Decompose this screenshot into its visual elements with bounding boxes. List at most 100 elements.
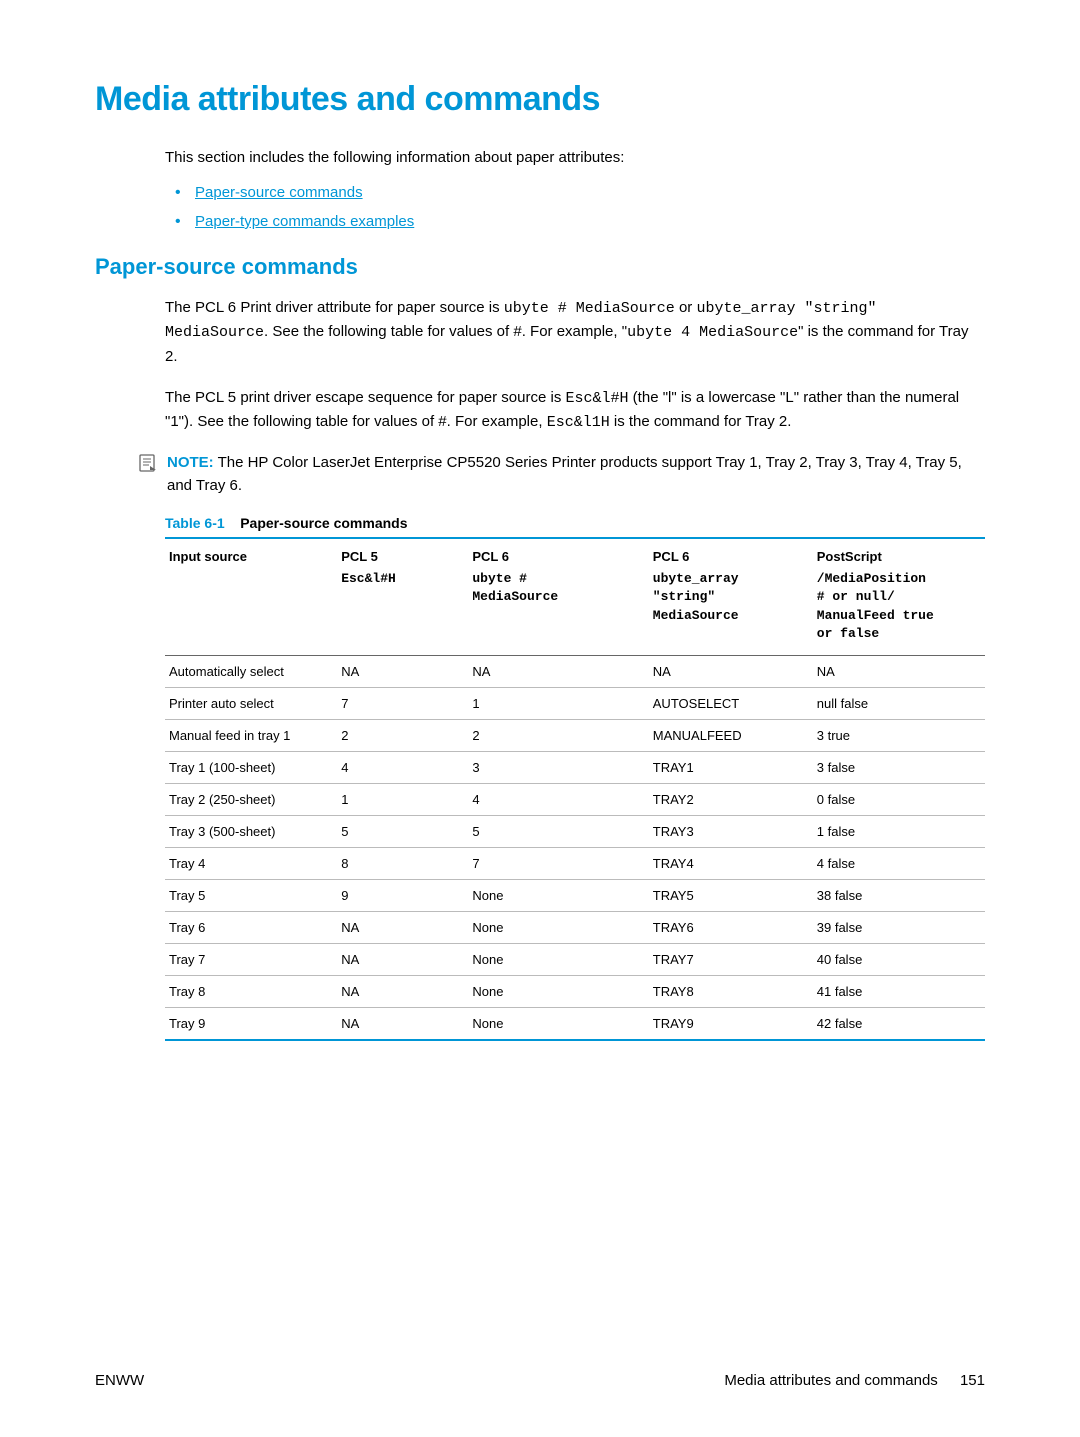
table-cell: NA (649, 656, 813, 688)
main-heading: Media attributes and commands (95, 80, 985, 119)
table-cell: MANUALFEED (649, 720, 813, 752)
code-inline: Esc&l#H (566, 390, 629, 407)
table-cell: 3 (468, 752, 648, 784)
table-cell: NA (813, 656, 985, 688)
code-inline: ubyte # MediaSource (504, 300, 675, 317)
paper-source-commands-link[interactable]: Paper-source commands (195, 184, 363, 201)
table-cell: Tray 7 (165, 944, 337, 976)
table-cell: None (468, 912, 648, 944)
table-row: Automatically selectNANANANA (165, 656, 985, 688)
table-title: Paper-source commands (240, 515, 407, 531)
table-row: Manual feed in tray 122MANUALFEED3 true (165, 720, 985, 752)
table-cell: 5 (337, 816, 468, 848)
col-header-pcl6a: PCL 6 (468, 538, 648, 568)
list-item: Paper-source commands (165, 184, 985, 201)
page-container: Media attributes and commands This secti… (0, 0, 1080, 1437)
table-cell: Tray 2 (250-sheet) (165, 784, 337, 816)
table-cell: 3 true (813, 720, 985, 752)
paragraph-2: The PCL 5 print driver escape sequence f… (165, 386, 985, 435)
table-cell: 40 false (813, 944, 985, 976)
table-cell: Tray 4 (165, 848, 337, 880)
intro-paragraph: This section includes the following info… (165, 147, 985, 168)
text: is the command for Tray 2. (610, 413, 792, 430)
col-subheader (165, 568, 337, 655)
table-section: Table 6-1 Paper-source commands Input so… (165, 515, 985, 1041)
col-subheader: ubyte_array"string"MediaSource (649, 568, 813, 655)
table-cell: TRAY5 (649, 880, 813, 912)
text: The PCL 5 print driver escape sequence f… (165, 389, 566, 406)
table-cell: None (468, 944, 648, 976)
table-row: Printer auto select71AUTOSELECTnull fals… (165, 688, 985, 720)
table-number: Table 6-1 (165, 515, 225, 531)
table-cell: NA (337, 944, 468, 976)
table-cell: 4 false (813, 848, 985, 880)
page-footer: ENWW Media attributes and commands 151 (95, 1372, 985, 1389)
table-cell: 2 (468, 720, 648, 752)
table-cell: AUTOSELECT (649, 688, 813, 720)
table-cell: Tray 9 (165, 1008, 337, 1041)
col-subheader: ubyte #MediaSource (468, 568, 648, 655)
table-cell: 3 false (813, 752, 985, 784)
table-cell: TRAY4 (649, 848, 813, 880)
table-cell: Tray 3 (500-sheet) (165, 816, 337, 848)
col-header-pcl6b: PCL 6 (649, 538, 813, 568)
table-cell: Tray 5 (165, 880, 337, 912)
paragraph-1: The PCL 6 Print driver attribute for pap… (165, 296, 985, 368)
table-cell: 38 false (813, 880, 985, 912)
table-cell: TRAY7 (649, 944, 813, 976)
table-cell: None (468, 1008, 648, 1041)
table-cell: TRAY8 (649, 976, 813, 1008)
page-number: 151 (960, 1372, 985, 1389)
table-cell: 1 (468, 688, 648, 720)
paper-type-commands-link[interactable]: Paper-type commands examples (195, 213, 414, 230)
note-label: NOTE: (167, 454, 214, 471)
table-cell: NA (337, 912, 468, 944)
table-cell: None (468, 976, 648, 1008)
table-cell: TRAY6 (649, 912, 813, 944)
section-body: The PCL 6 Print driver attribute for pap… (165, 296, 985, 434)
table-cell: 42 false (813, 1008, 985, 1041)
note-content: NOTE: The HP Color LaserJet Enterprise C… (167, 452, 985, 497)
table-cell: TRAY9 (649, 1008, 813, 1041)
col-subheader: Esc&l#H (337, 568, 468, 655)
table-cell: None (468, 880, 648, 912)
table-cell: 0 false (813, 784, 985, 816)
table-cell: NA (337, 976, 468, 1008)
text: or (675, 299, 697, 316)
text: . See the following table for values of … (264, 323, 627, 340)
table-cell: null false (813, 688, 985, 720)
table-cell: 5 (468, 816, 648, 848)
table-cell: NA (468, 656, 648, 688)
table-cell: 2 (337, 720, 468, 752)
table-cell: Tray 6 (165, 912, 337, 944)
table-row: Tray 487TRAY44 false (165, 848, 985, 880)
col-subheader: /MediaPosition# or null/ManualFeed trueo… (813, 568, 985, 655)
sub-heading: Paper-source commands (95, 254, 985, 280)
table-row: Tray 59NoneTRAY538 false (165, 880, 985, 912)
table-cell: TRAY2 (649, 784, 813, 816)
table-body: Automatically selectNANANANAPrinter auto… (165, 656, 985, 1041)
table-cell: 41 false (813, 976, 985, 1008)
list-item: Paper-type commands examples (165, 213, 985, 230)
footer-right-text: Media attributes and commands (724, 1372, 937, 1389)
table-cell: 4 (468, 784, 648, 816)
table-cell: Automatically select (165, 656, 337, 688)
table-cell: 7 (337, 688, 468, 720)
col-header-input: Input source (165, 538, 337, 568)
content-body: This section includes the following info… (165, 147, 985, 230)
table-cell: TRAY3 (649, 816, 813, 848)
footer-left: ENWW (95, 1372, 144, 1389)
table-cell: 8 (337, 848, 468, 880)
table-subheader-row: Esc&l#H ubyte #MediaSource ubyte_array"s… (165, 568, 985, 655)
table-cell: 9 (337, 880, 468, 912)
paper-source-table: Input source PCL 5 PCL 6 PCL 6 PostScrip… (165, 537, 985, 1041)
note-icon (137, 453, 159, 481)
code-inline: ubyte 4 MediaSource (627, 324, 798, 341)
table-cell: Manual feed in tray 1 (165, 720, 337, 752)
table-cell: Printer auto select (165, 688, 337, 720)
table-row: Tray 2 (250-sheet)14TRAY20 false (165, 784, 985, 816)
table-cell: NA (337, 1008, 468, 1041)
table-header-row: Input source PCL 5 PCL 6 PCL 6 PostScrip… (165, 538, 985, 568)
table-row: Tray 8NANoneTRAY841 false (165, 976, 985, 1008)
table-row: Tray 1 (100-sheet)43TRAY13 false (165, 752, 985, 784)
